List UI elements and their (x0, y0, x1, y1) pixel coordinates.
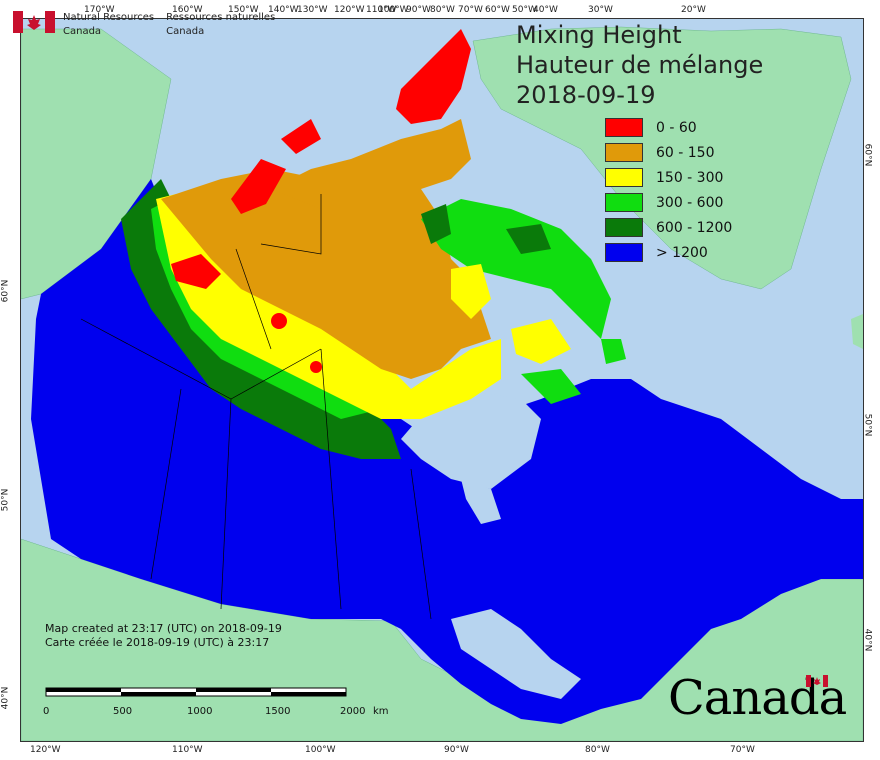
border-line (150, 388, 182, 580)
legend-swatch (605, 218, 643, 237)
scale-tick-label: 1500 (265, 706, 291, 717)
lon-label-top: 170°W (84, 5, 115, 15)
map-date: 2018-09-19 (516, 81, 656, 109)
lon-label-bottom: 80°W (585, 745, 610, 755)
scale-bar-labels: 0 500 1000 1500 2000 km (28, 704, 389, 718)
lon-label-bottom: 100°W (305, 745, 336, 755)
map-title-fr: Hauteur de mélange (516, 51, 764, 79)
scale-tick-label: 2000 (340, 706, 366, 717)
legend-label: 600 - 1200 (656, 219, 733, 236)
border-line (410, 468, 432, 620)
zone-baffin-300-600 (421, 199, 611, 339)
zone-ungava-150-300 (511, 319, 571, 364)
james-bay-water (461, 479, 501, 524)
lon-label-top: 40°W (533, 5, 558, 15)
zone-150-300 (156, 194, 501, 419)
zone-0-60-spot (271, 313, 287, 329)
legend-item: > 1200 (605, 240, 732, 265)
map-legend: 0 - 60 60 - 150 150 - 300 300 - 600 600 … (605, 115, 732, 265)
border-line (220, 398, 232, 610)
legend-swatch (605, 243, 643, 262)
credit-line-fr: Carte créée le 2018-09-19 (UTC) à 23:17 (45, 636, 270, 649)
lon-label-top: 120°W (334, 5, 365, 15)
lon-label-top: 160°W (172, 5, 203, 15)
zone-baffin-150-300 (451, 264, 491, 319)
lon-label-bottom: 90°W (444, 745, 469, 755)
legend-swatch (605, 143, 643, 162)
zone-baffin-600-1200-east (506, 224, 551, 254)
canada-flag-icon (13, 11, 55, 33)
wordmark-flag-icon (806, 672, 828, 687)
scale-tick-label: 1000 (187, 706, 213, 717)
zone-labrador-300-600 (601, 339, 626, 364)
hudson-bay-water (401, 389, 541, 489)
great-lakes-water (451, 609, 581, 699)
legend-item: 0 - 60 (605, 115, 732, 140)
lon-label-top: 80°W (430, 5, 455, 15)
zone-60-150-islands (271, 119, 471, 209)
lon-label-top: 140°W (268, 5, 299, 15)
lon-label-bottom: 70°W (730, 745, 755, 755)
legend-item: 300 - 600 (605, 190, 732, 215)
zone-ungava-300-600 (521, 369, 581, 404)
legend-label: 60 - 150 (656, 144, 715, 161)
lat-label-left: 50°N (0, 488, 11, 512)
lon-label-bottom: 110°W (172, 745, 203, 755)
border-line (260, 194, 322, 255)
lon-label-top: 20°W (681, 5, 706, 15)
nrcan-signature: Natural Resources Canada Ressources natu… (13, 11, 287, 39)
agency-name-en-line1: Natural Resources (63, 12, 155, 23)
agency-name-fr-line2: Canada (166, 26, 205, 37)
map-title-block: Mixing Height Hauteur de mélange 2018-09… (516, 20, 763, 110)
legend-swatch (605, 168, 643, 187)
credit-line-en: Map created at 23:17 (UTC) on 2018-09-19 (45, 622, 282, 635)
scale-bar: 0 500 1000 1500 2000 km (28, 685, 389, 718)
legend-label: > 1200 (656, 244, 708, 261)
lon-label-top: 60°W (485, 5, 510, 15)
scale-tick-label: 500 (113, 706, 133, 717)
agency-name-en: Natural Resources Canada (63, 11, 154, 39)
zone-0-60-west (231, 159, 286, 214)
legend-item: 600 - 1200 (605, 215, 732, 240)
scale-unit: km (373, 706, 389, 717)
legend-swatch (605, 118, 643, 137)
zone-0-60-inland (171, 254, 221, 289)
lat-label-left: 60°N (0, 279, 11, 303)
zone-baffin-600-1200 (421, 204, 451, 244)
scale-tick-label: 0 (43, 706, 50, 717)
zone-0-60-north (281, 119, 321, 154)
legend-item: 150 - 300 (605, 165, 732, 190)
zone-0-60-spot (310, 361, 322, 373)
lon-label-top: 150°W (228, 5, 259, 15)
lon-label-top: 90°W (406, 5, 431, 15)
map-title-en: Mixing Height (516, 21, 682, 49)
agency-name-en-line2: Canada (63, 26, 102, 37)
map-credits: Map created at 23:17 (UTC) on 2018-09-19… (45, 622, 282, 650)
scale-bar-graphic (45, 687, 347, 697)
lon-label-top: 50°W (512, 5, 537, 15)
iceland-land (851, 314, 863, 349)
greenland-land (472, 26, 852, 290)
zone-0-60-ellesmere (396, 29, 471, 124)
border-line (235, 248, 272, 350)
lon-label-top: 100°W (378, 5, 409, 15)
lon-label-top: 70°W (458, 5, 483, 15)
legend-label: 150 - 300 (656, 169, 724, 186)
lat-label-left: 40°N (0, 686, 11, 710)
zone-60-150 (161, 169, 491, 379)
border-line (320, 348, 342, 610)
legend-item: 60 - 150 (605, 140, 732, 165)
lon-label-top: 130°W (297, 5, 328, 15)
legend-swatch (605, 193, 643, 212)
agency-name-fr: Ressources naturelles Canada (166, 11, 275, 39)
legend-label: 0 - 60 (656, 119, 697, 136)
lon-label-bottom: 120°W (30, 745, 61, 755)
legend-label: 300 - 600 (656, 194, 724, 211)
lon-label-top: 30°W (588, 5, 613, 15)
agency-name-fr-line1: Ressources naturelles (166, 12, 276, 23)
lon-label-top: 110°W (366, 5, 397, 15)
